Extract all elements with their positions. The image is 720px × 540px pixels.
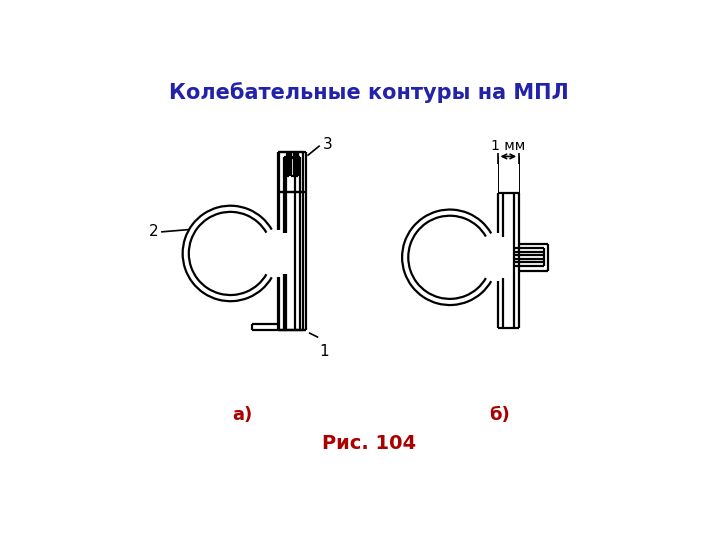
Text: 1 мм: 1 мм [491,139,526,153]
Text: б): б) [490,406,510,424]
Text: Рис. 104: Рис. 104 [322,434,416,453]
Text: 2: 2 [148,225,158,239]
Text: Колебательные контуры на МПЛ: Колебательные контуры на МПЛ [169,82,569,103]
Text: 1: 1 [320,343,329,359]
Text: а): а) [232,406,252,424]
Text: 3: 3 [323,137,333,152]
